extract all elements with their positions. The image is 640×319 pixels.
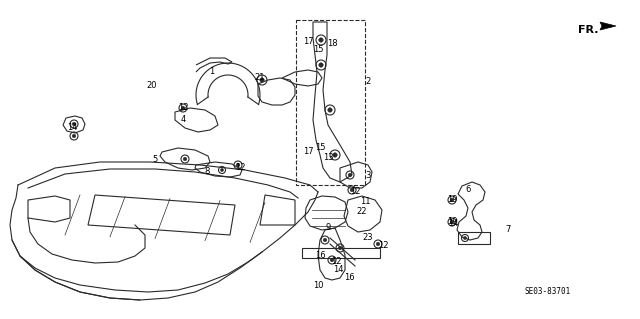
Circle shape [236,163,240,167]
Text: 15: 15 [315,144,325,152]
Text: 13: 13 [323,153,333,162]
Circle shape [183,157,187,161]
Circle shape [463,236,467,240]
Circle shape [319,38,323,42]
Text: 1: 1 [209,68,214,77]
Circle shape [72,122,76,126]
Text: 4: 4 [180,115,186,124]
Circle shape [450,220,454,224]
Circle shape [319,63,323,67]
Text: 19: 19 [447,196,457,204]
Text: 14: 14 [448,219,458,227]
Circle shape [220,168,223,172]
Circle shape [338,246,342,250]
Text: 15: 15 [313,46,323,55]
Text: 17: 17 [303,147,314,157]
Text: 12: 12 [331,257,341,266]
Text: 14: 14 [333,265,343,275]
Text: 5: 5 [152,155,157,165]
Circle shape [348,173,352,177]
Text: 12: 12 [178,103,188,113]
Text: 9: 9 [325,224,331,233]
Text: 10: 10 [313,280,323,290]
Text: 16: 16 [344,273,355,283]
Text: 2: 2 [365,78,371,86]
Bar [296,20,365,185]
Text: 17: 17 [303,38,314,47]
Text: 11: 11 [360,197,371,206]
Text: SE03-83701: SE03-83701 [525,287,571,296]
Text: FR.: FR. [578,25,598,35]
Text: 12: 12 [378,241,388,250]
Circle shape [350,188,354,192]
Circle shape [376,242,380,246]
Text: 3: 3 [365,170,371,180]
Circle shape [330,258,334,262]
Text: 7: 7 [506,226,511,234]
Text: 6: 6 [465,184,470,194]
Circle shape [72,134,76,138]
Circle shape [260,78,264,82]
Text: 18: 18 [326,40,337,48]
Circle shape [328,108,332,112]
Text: 21: 21 [255,73,265,83]
Polygon shape [600,22,616,30]
Circle shape [333,153,337,157]
Text: 19: 19 [447,218,457,226]
Circle shape [181,106,185,110]
Circle shape [323,238,327,242]
Text: 23: 23 [363,234,373,242]
Text: 14: 14 [67,122,77,131]
Text: 22: 22 [356,207,367,217]
Text: 12: 12 [235,164,245,173]
Text: 12: 12 [349,188,360,197]
Text: 20: 20 [147,80,157,90]
Circle shape [450,198,454,202]
Text: 8: 8 [204,167,210,176]
Text: 16: 16 [315,250,325,259]
